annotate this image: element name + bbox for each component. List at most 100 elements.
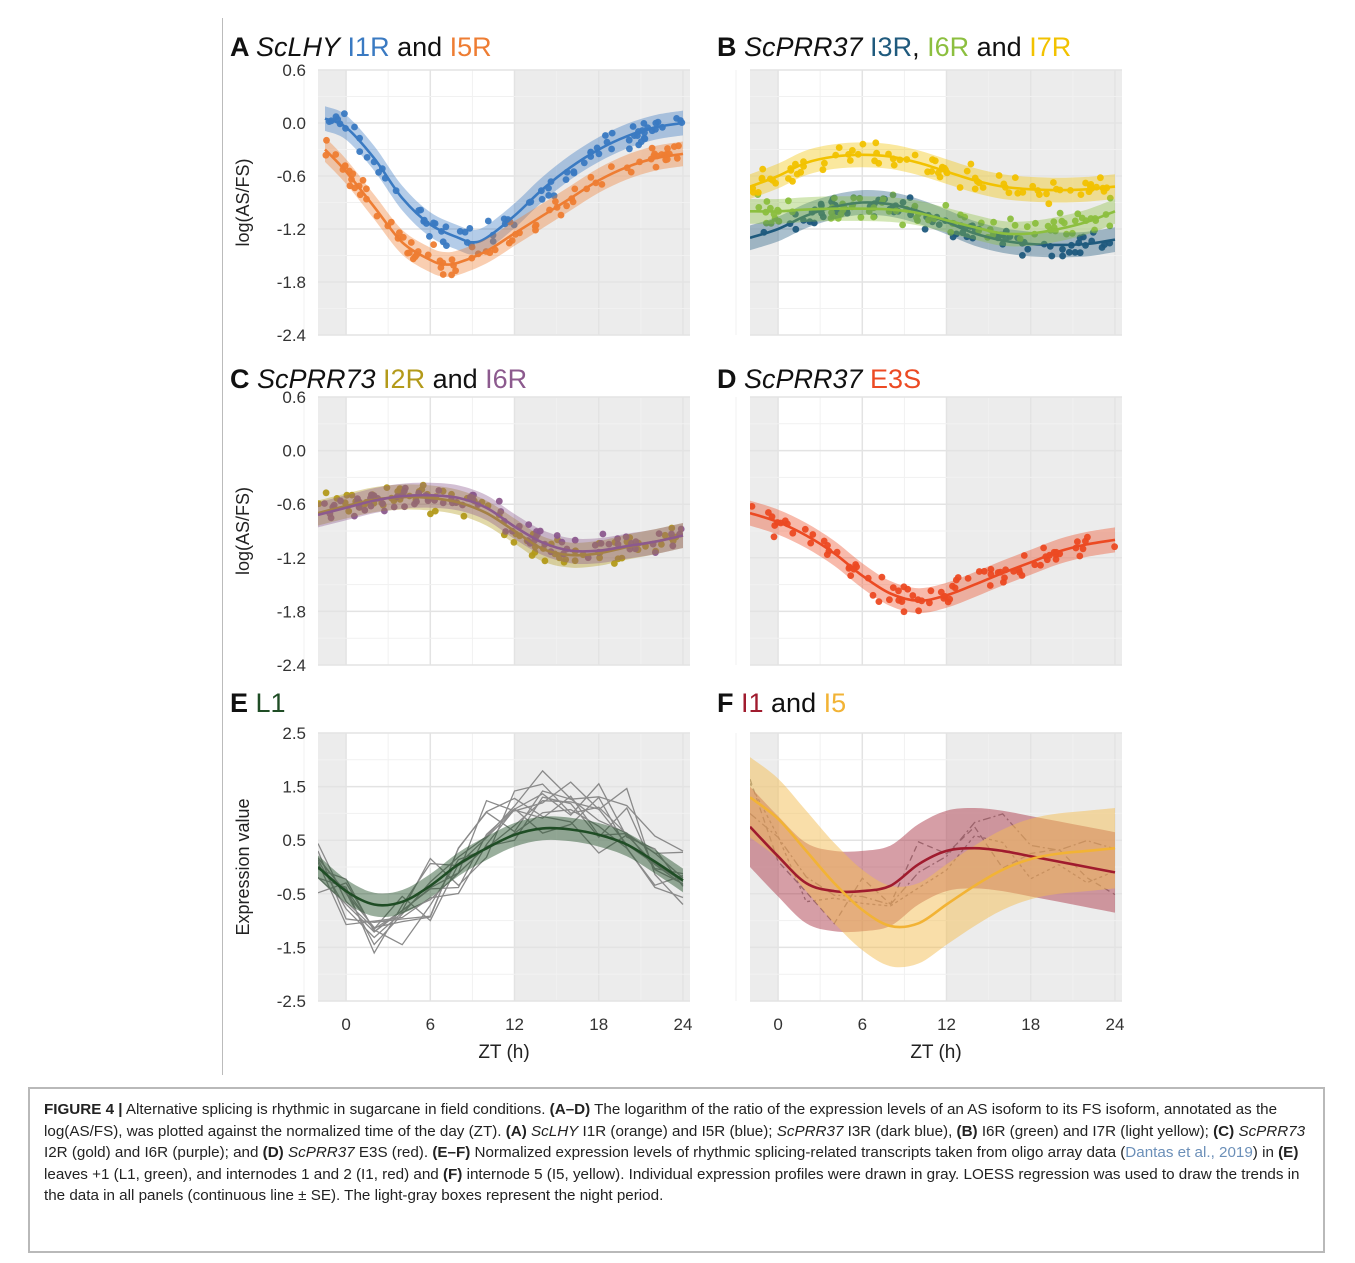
data-point xyxy=(553,532,561,539)
caption-label: FIGURE 4 | xyxy=(44,1101,123,1118)
caption-bold: (A) xyxy=(505,1122,527,1140)
data-point xyxy=(1071,217,1079,225)
confidence-band xyxy=(318,482,683,564)
data-point xyxy=(911,151,919,159)
data-point xyxy=(330,501,338,509)
data-point xyxy=(1056,209,1064,217)
data-point xyxy=(765,509,772,516)
data-point xyxy=(323,136,330,144)
data-point xyxy=(1019,188,1027,196)
y-tick-label: -2.4 xyxy=(277,656,306,675)
data-point xyxy=(819,213,827,221)
data-point xyxy=(763,198,771,205)
data-point xyxy=(775,217,783,225)
data-point xyxy=(1111,543,1118,551)
data-point xyxy=(332,151,340,158)
figure-area: 0.6 0.0 -0.6 -1.2 -1.8 -2.4 log(AS/FS) A ScLHY … xyxy=(230,32,1124,1063)
data-point xyxy=(321,500,328,507)
data-point xyxy=(387,218,395,226)
data-point xyxy=(495,497,503,505)
data-point xyxy=(869,591,877,599)
caption-text: E3S (red). xyxy=(354,1144,433,1162)
data-point xyxy=(828,209,835,217)
confidence-band xyxy=(750,189,1115,258)
data-point xyxy=(569,198,577,206)
data-point xyxy=(1019,252,1026,259)
data-point xyxy=(611,560,618,567)
data-point xyxy=(560,558,568,566)
data-point xyxy=(857,213,865,221)
data-point xyxy=(668,524,676,532)
data-point xyxy=(1077,191,1085,199)
data-point xyxy=(626,145,633,153)
data-point xyxy=(596,554,603,562)
data-point xyxy=(460,512,468,520)
data-point xyxy=(629,123,637,130)
data-point xyxy=(1097,174,1104,182)
x-tick-label: 0 xyxy=(773,1015,782,1034)
panel-title-part: I2R xyxy=(376,364,426,394)
data-point xyxy=(381,507,388,515)
data-point xyxy=(625,136,633,144)
data-point xyxy=(793,170,801,178)
data-point xyxy=(632,545,639,553)
confidence-band xyxy=(318,816,683,918)
data-point xyxy=(670,143,678,151)
data-point xyxy=(351,512,358,520)
data-point xyxy=(571,536,579,544)
panel-F: 0 6 12 18 24 ZT (h) F I1 and I5 xyxy=(717,688,1124,1063)
caption-text: ) in xyxy=(1252,1144,1279,1162)
panel-title-part: , xyxy=(912,32,927,62)
x-tick-label: 18 xyxy=(1021,1015,1040,1034)
data-point xyxy=(846,157,854,164)
data-point xyxy=(571,185,579,193)
data-point xyxy=(661,531,669,539)
x-axis-label: ZT (h) xyxy=(910,1042,961,1063)
data-point xyxy=(502,528,509,535)
caption-text: internode 5 (I5, yellow). Individual exp… xyxy=(44,1165,1300,1205)
panel-title-part: I1R xyxy=(340,32,390,62)
panel-title-part: ScPRR73 xyxy=(257,364,376,394)
caption-reference-link[interactable]: Dantas et al., 2019 xyxy=(1125,1144,1253,1162)
y-tick-label: 2.5 xyxy=(282,724,306,743)
data-point xyxy=(850,194,858,202)
data-point xyxy=(878,573,886,581)
data-point xyxy=(963,167,971,175)
data-point xyxy=(341,110,348,118)
data-point xyxy=(969,234,977,242)
loess-trend-line xyxy=(750,153,1116,192)
data-point xyxy=(890,161,898,169)
data-point xyxy=(759,165,767,173)
data-point xyxy=(442,223,450,231)
data-point xyxy=(971,185,979,193)
data-point xyxy=(1043,190,1050,198)
data-point xyxy=(571,557,579,565)
data-point xyxy=(505,239,513,247)
data-point xyxy=(1050,218,1058,226)
panel-C: 0.6 0.0 -0.6 -1.2 -1.8 -2.4 log(AS/FS) C ScPRR7… xyxy=(230,364,690,675)
panel-title-part: ScLHY xyxy=(256,32,342,62)
panel-title-part: I7R xyxy=(1029,32,1071,62)
data-point xyxy=(818,202,825,210)
plot-content xyxy=(750,500,1118,616)
data-point xyxy=(1020,552,1028,559)
y-tick-label: -2.5 xyxy=(277,992,306,1011)
y-tick-label: 0.6 xyxy=(282,61,306,80)
data-point xyxy=(763,219,770,227)
data-point xyxy=(510,539,518,546)
x-tick-label: 24 xyxy=(1106,1015,1125,1034)
data-point xyxy=(552,198,559,205)
data-point xyxy=(875,598,883,605)
panel-title: E L1 xyxy=(230,688,286,718)
data-point xyxy=(770,533,778,541)
data-point xyxy=(809,531,817,538)
data-point xyxy=(975,568,983,575)
data-point xyxy=(1059,245,1066,253)
panel-title-part: E3S xyxy=(863,364,922,394)
data-point xyxy=(947,228,955,236)
caption-text: I3R (dark blue), xyxy=(843,1122,957,1140)
data-point xyxy=(545,192,553,199)
panel-letter: F xyxy=(717,688,741,718)
data-point xyxy=(411,500,418,508)
x-tick-label: 12 xyxy=(505,1015,524,1034)
